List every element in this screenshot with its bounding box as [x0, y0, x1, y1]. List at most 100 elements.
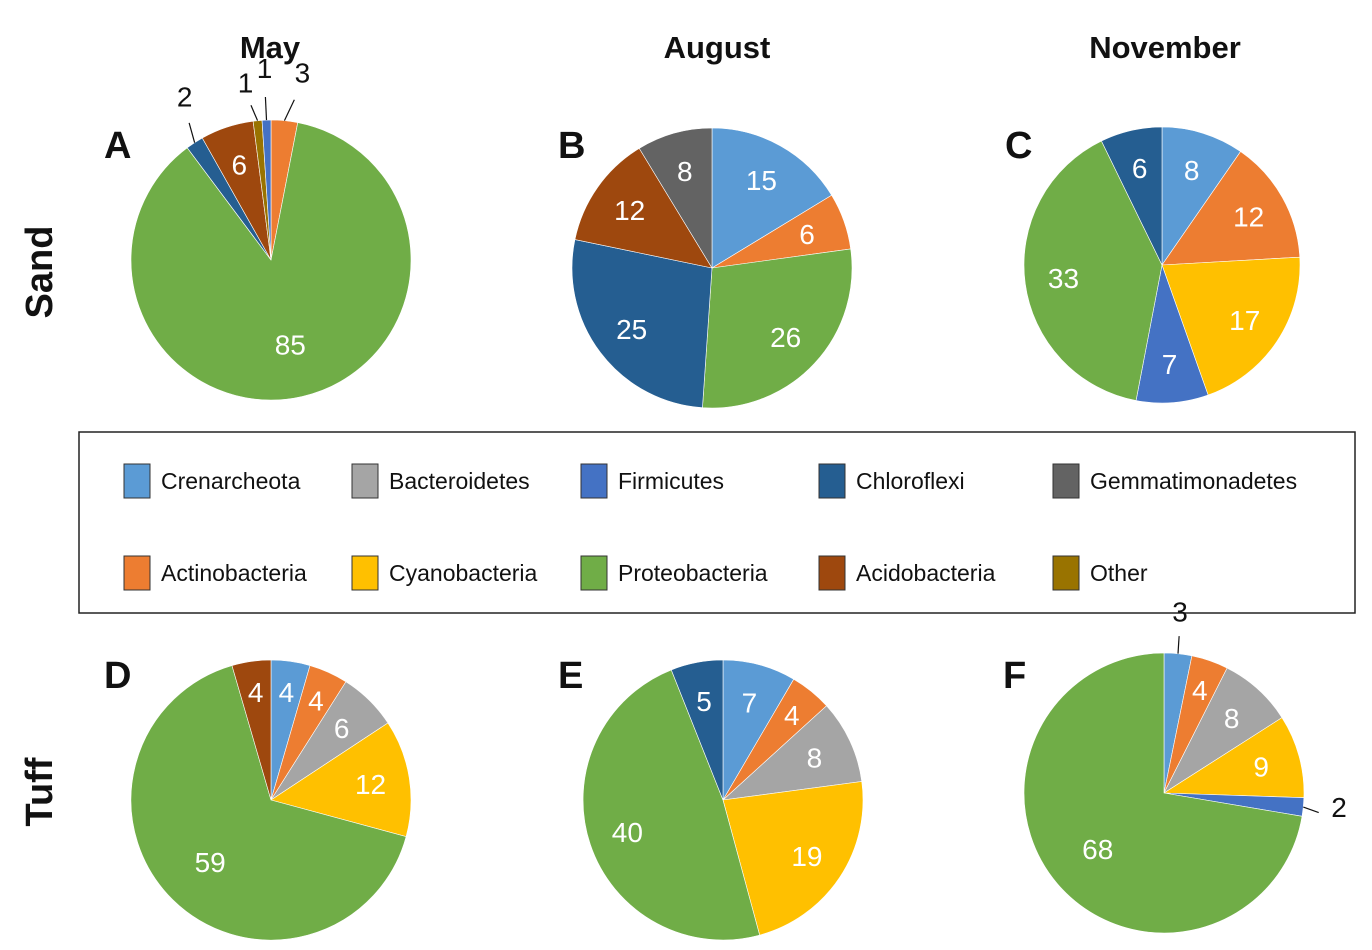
column-title-november: November [1089, 30, 1241, 65]
leader-line-f-firmicutes [1303, 806, 1319, 814]
pie-slice-b-gemmatimonadetes [638, 127, 713, 270]
legend-label-actinobacteria: Actinobacteria [161, 560, 307, 586]
slice-label-e-bacteroidetes: 8 [807, 743, 823, 774]
slice-label-c-proteobacteria: 33 [1048, 263, 1079, 294]
slice-label-b-proteobacteria: 26 [770, 322, 801, 353]
pie-slice-c-proteobacteria [1023, 140, 1163, 401]
slice-label-d-actinobacteria: 4 [308, 685, 324, 716]
pie-panel-b: B 15 6 26 25 12 8 [558, 125, 853, 409]
slice-label-f-cyanobacteria: 9 [1253, 751, 1269, 782]
pie-slice-e-chloroflexi [670, 659, 724, 801]
slice-label-c-firmicutes: 7 [1162, 349, 1178, 380]
slice-label-b-crenarcheota: 15 [746, 165, 777, 196]
pie-slice-c-chloroflexi [1101, 126, 1163, 266]
pie-slice-f-proteobacteria [1023, 652, 1303, 934]
pie-panel-e: E 7 48 19 40 5 [558, 655, 864, 941]
legend-swatch-actinobacteria [123, 555, 151, 591]
leader-line-a-chloroflexi [188, 122, 196, 143]
slice-label-a-actinobacteria: 3 [295, 58, 311, 89]
slice-label-f-actinobacteria: 4 [1192, 675, 1208, 706]
slice-label-c-actinobacteria: 12 [1233, 201, 1264, 232]
legend-label-chloroflexi: Chloroflexi [856, 468, 965, 494]
legend-swatch-other [1052, 555, 1080, 591]
pie-panel-f: F 3 489 2 68 [1003, 597, 1347, 934]
slice-label-e-cyanobacteria: 19 [791, 841, 822, 872]
slice-label-f-firmicutes: 2 [1331, 792, 1347, 823]
slice-label-d-proteobacteria: 59 [195, 847, 226, 878]
leader-line-a-firmicutes [264, 96, 268, 121]
panel-letter-a: A [104, 125, 131, 167]
slice-label-d-cyanobacteria: 12 [355, 769, 386, 800]
pie-slice-d-acidobacteria [231, 659, 272, 801]
column-title-may: May [240, 30, 301, 65]
slice-label-c-cyanobacteria: 17 [1229, 305, 1260, 336]
slice-label-a-firmicutes: 1 [257, 53, 273, 84]
pie-panel-c: C 8 12 17 7 33 6 [1005, 125, 1301, 404]
slice-label-b-chloroflexi: 25 [616, 314, 647, 345]
pie-slice-d-cyanobacteria [270, 722, 412, 837]
leader-line-a-actinobacteria [283, 99, 295, 121]
legend-swatch-proteobacteria [580, 555, 608, 591]
legend-frame [78, 431, 1356, 614]
slice-label-e-proteobacteria: 40 [612, 817, 643, 848]
legend-label-other: Other [1090, 560, 1148, 586]
legend-label-acidobacteria: Acidobacteria [856, 560, 996, 586]
pie-slice-c-actinobacteria [1161, 151, 1301, 266]
legend-swatch-firmicutes [580, 463, 608, 499]
pie-slice-b-acidobacteria [574, 147, 713, 269]
panel-letter-d: D [104, 655, 131, 697]
panel-letter-b: B [558, 125, 585, 167]
slice-label-b-gemmatimonadetes: 8 [677, 156, 693, 187]
legend-label-cyanobacteria: Cyanobacteria [389, 560, 538, 586]
pie-slice-b-chloroflexi [571, 239, 713, 408]
pie-slice-f-cyanobacteria [1163, 717, 1305, 798]
slice-label-d-bacteroidetes: 6 [334, 713, 350, 744]
legend-swatch-crenarcheota [123, 463, 151, 499]
pie-slice-a-proteobacteria [130, 122, 412, 401]
slice-label-f-bacteroidetes: 8 [1224, 703, 1240, 734]
pie-slice-e-bacteroidetes [722, 705, 863, 801]
slice-label-a-other: 1 [238, 68, 254, 99]
legend-label-bacteroidetes: Bacteroidetes [389, 468, 530, 494]
pie-slice-e-proteobacteria [582, 669, 761, 941]
pie-slice-c-cyanobacteria [1161, 256, 1301, 396]
slice-label-a-chloroflexi: 2 [177, 82, 193, 113]
legend-swatch-chloroflexi [818, 463, 846, 499]
pie-slice-b-crenarcheota [711, 127, 833, 269]
slice-label-e-crenarcheota: 7 [742, 688, 758, 719]
legend-label-crenarcheota: Crenarcheota [161, 468, 301, 494]
row-label-sand: Sand [19, 226, 61, 319]
legend-swatch-cyanobacteria [351, 555, 379, 591]
slice-label-c-chloroflexi: 6 [1132, 153, 1148, 184]
slice-label-d-crenarcheota: 4 [279, 677, 295, 708]
pie-slice-c-crenarcheota [1161, 126, 1241, 266]
panel-letter-e: E [558, 655, 583, 697]
slice-label-b-actinobacteria: 6 [799, 219, 815, 250]
panel-letter-f: F [1003, 655, 1026, 697]
legend-label-firmicutes: Firmicutes [618, 468, 724, 494]
legend-swatch-acidobacteria [818, 555, 846, 591]
row-label-tuff: Tuff [19, 757, 61, 826]
pie-slice-a-firmicutes [261, 119, 272, 261]
slice-label-b-acidobacteria: 12 [614, 195, 645, 226]
pie-slice-d-proteobacteria [130, 665, 407, 941]
pie-slice-e-cyanobacteria [722, 781, 864, 936]
slice-label-a-proteobacteria: 85 [275, 330, 306, 361]
slice-label-f-crenarcheota: 3 [1172, 597, 1188, 628]
legend: Crenarcheota Bacteroidetes Firmicutes Chlor… [78, 431, 1356, 614]
legend-label-gemmatimonadetes: Gemmatimonadetes [1090, 468, 1297, 494]
slice-label-a-acidobacteria: 6 [231, 149, 247, 180]
legend-swatch-bacteroidetes [351, 463, 379, 499]
slice-label-c-crenarcheota: 8 [1184, 155, 1200, 186]
leader-line-f-crenarcheota [1177, 636, 1180, 654]
legend-label-proteobacteria: Proteobacteria [618, 560, 768, 586]
leader-line-a-other [250, 105, 259, 121]
legend-swatch-gemmatimonadetes [1052, 463, 1080, 499]
slice-label-e-chloroflexi: 5 [696, 686, 712, 717]
pie-slice-b-proteobacteria [702, 248, 853, 409]
slice-label-d-acidobacteria: 4 [248, 677, 264, 708]
slice-label-e-actinobacteria: 4 [784, 700, 800, 731]
panel-letter-c: C [1005, 125, 1032, 167]
